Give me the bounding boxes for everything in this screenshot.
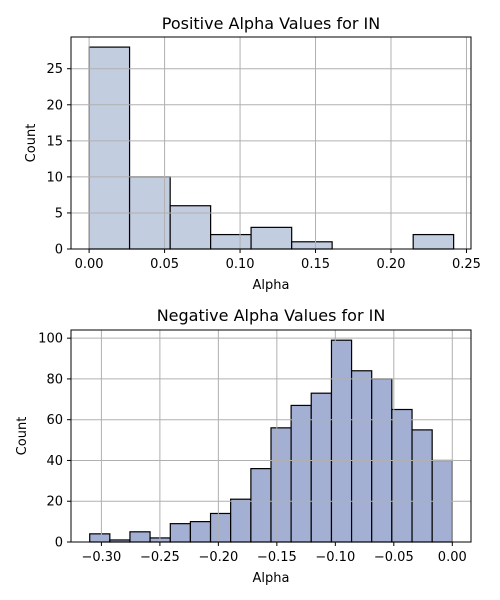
histogram-bar	[210, 233, 252, 250]
y-tick-label: 5	[55, 206, 63, 221]
y-tick-label: 40	[46, 454, 63, 469]
histogram-bar	[89, 533, 111, 543]
y-tick-label: 80	[46, 372, 63, 387]
y-axis-label: Count	[15, 417, 30, 456]
histogram-bar	[230, 498, 252, 543]
histogram-bar	[189, 521, 212, 543]
y-tick-label: 20	[46, 495, 63, 510]
y-tick-label: 0	[55, 243, 63, 258]
x-ticks: −0.30 −0.25 −0.20 −0.15 −0.10 −0.05 0.00	[81, 542, 467, 565]
histogram-bar	[250, 468, 272, 543]
histogram-bar	[291, 241, 333, 250]
y-axis-label: Count	[24, 124, 39, 163]
x-tick-label: −0.20	[198, 550, 238, 565]
negative-alpha-chart: −0.30 −0.25 −0.20 −0.15 −0.10 −0.05 0.00 0 20 40 6…	[15, 306, 472, 586]
bars	[88, 46, 455, 250]
histogram-bar	[250, 226, 293, 250]
x-tick-label: 0.00	[75, 257, 104, 272]
bars	[89, 339, 453, 543]
histogram-bar	[350, 370, 373, 543]
histogram-bar	[330, 339, 353, 543]
histogram-bar	[310, 392, 333, 543]
histogram-bar	[391, 408, 413, 543]
y-tick-label: 15	[46, 134, 63, 149]
x-tick-label: −0.15	[257, 550, 297, 565]
y-tick-label: 60	[46, 413, 63, 428]
plot-frame	[70, 36, 472, 250]
plot-frame	[70, 329, 472, 543]
x-tick-label: 0.15	[301, 257, 330, 272]
histogram-bar	[169, 523, 192, 543]
y-tick-label: 20	[46, 98, 63, 113]
positive-alpha-chart: 0.00 0.05 0.10 0.15 0.20 0.25 0 5 10 15 20 25 Positi…	[24, 14, 481, 293]
y-tick-label: 25	[46, 62, 63, 77]
y-tick-label: 100	[38, 332, 63, 347]
x-tick-label: 0.10	[226, 257, 255, 272]
x-tick-label: 0.05	[150, 257, 179, 272]
x-axis-label: Alpha	[253, 278, 290, 293]
x-tick-label: −0.30	[81, 550, 121, 565]
x-ticks: 0.00 0.05 0.10 0.15 0.20 0.25	[75, 249, 481, 272]
x-tick-label: 0.00	[438, 550, 467, 565]
histogram-bar	[411, 429, 433, 543]
x-tick-label: 0.25	[452, 257, 481, 272]
histogram-bar	[270, 427, 292, 543]
y-tick-label: 10	[46, 170, 63, 185]
y-ticks: 0 5 10 15 20 25	[46, 62, 71, 258]
histogram-bar	[290, 404, 312, 543]
x-tick-label: −0.25	[140, 550, 180, 565]
histogram-bar	[169, 205, 212, 250]
x-tick-label: −0.05	[374, 550, 414, 565]
x-tick-label: −0.10	[315, 550, 355, 565]
y-tick-label: 0	[55, 536, 63, 551]
histogram-bar	[129, 531, 151, 543]
x-axis-label: Alpha	[253, 571, 290, 586]
y-ticks: 0 20 40 60 80 100	[38, 332, 71, 551]
histogram-bar	[412, 233, 455, 250]
chart-title: Negative Alpha Values for IN	[157, 306, 386, 325]
chart-title: Positive Alpha Values for IN	[162, 14, 380, 33]
x-tick-label: 0.20	[377, 257, 406, 272]
histogram-bar	[88, 46, 131, 250]
histogram-bar	[209, 512, 232, 543]
